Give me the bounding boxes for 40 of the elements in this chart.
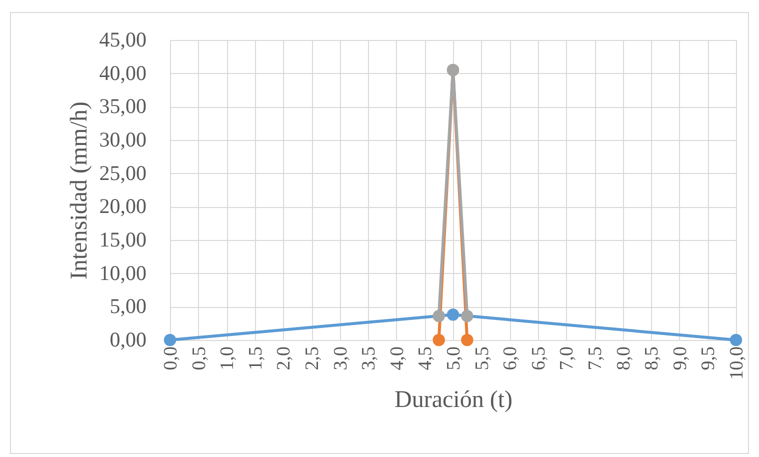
x-tick-label: 1,0 (217, 346, 238, 370)
x-tick-label: 2,0 (274, 346, 295, 370)
y-tick-label: 25,00 (99, 160, 146, 185)
y-tick-label: 0,00 (110, 328, 146, 352)
x-tick-label: 0,5 (188, 346, 210, 370)
x-tick-label: 4,5 (415, 346, 436, 370)
x-tick-label: 4,0 (386, 346, 408, 370)
y-axis-title: Intensidad (mm/h) (66, 102, 92, 280)
x-tick-label: 3,5 (358, 346, 380, 370)
x-tick-label: 8,0 (613, 346, 634, 370)
x-tick-label: 9,0 (670, 346, 691, 370)
x-tick-label: 1,5 (245, 346, 266, 370)
x-tick-label: 3,0 (330, 346, 352, 370)
y-tick-label: 45,00 (99, 28, 146, 52)
y-tick-label: 20,00 (99, 194, 146, 218)
x-tick-label: 5,5 (472, 346, 493, 370)
point (730, 334, 742, 346)
y-tick-label: 10,00 (99, 260, 146, 285)
x-tick-label: 9,5 (698, 346, 720, 370)
x-tick-label: 7,0 (556, 346, 578, 370)
x-tick-label: 2,5 (302, 346, 323, 370)
y-tick-label: 30,00 (99, 128, 146, 152)
x-tick-label: 6,5 (528, 346, 550, 370)
x-tick-label: 6,0 (500, 346, 522, 370)
point (461, 334, 474, 346)
y-tick-label: 35,00 (99, 94, 146, 118)
y-tick-label: 15,00 (99, 228, 146, 252)
y-tick-label: 5,00 (110, 294, 146, 318)
x-tick-label: 0,0 (160, 346, 182, 370)
x-tick-label: 8,5 (642, 346, 663, 370)
point (432, 334, 445, 346)
point (461, 310, 474, 322)
x-tick-label: 10,0 (726, 346, 748, 380)
point (432, 310, 445, 322)
x-tick-label: 7,5 (585, 346, 606, 370)
point (446, 308, 460, 321)
x-tick-label: 5,0 (444, 346, 464, 370)
y-tick-label: 40,00 (99, 60, 146, 85)
x-axis-title: Duración (t) (394, 386, 512, 413)
point (164, 334, 176, 346)
